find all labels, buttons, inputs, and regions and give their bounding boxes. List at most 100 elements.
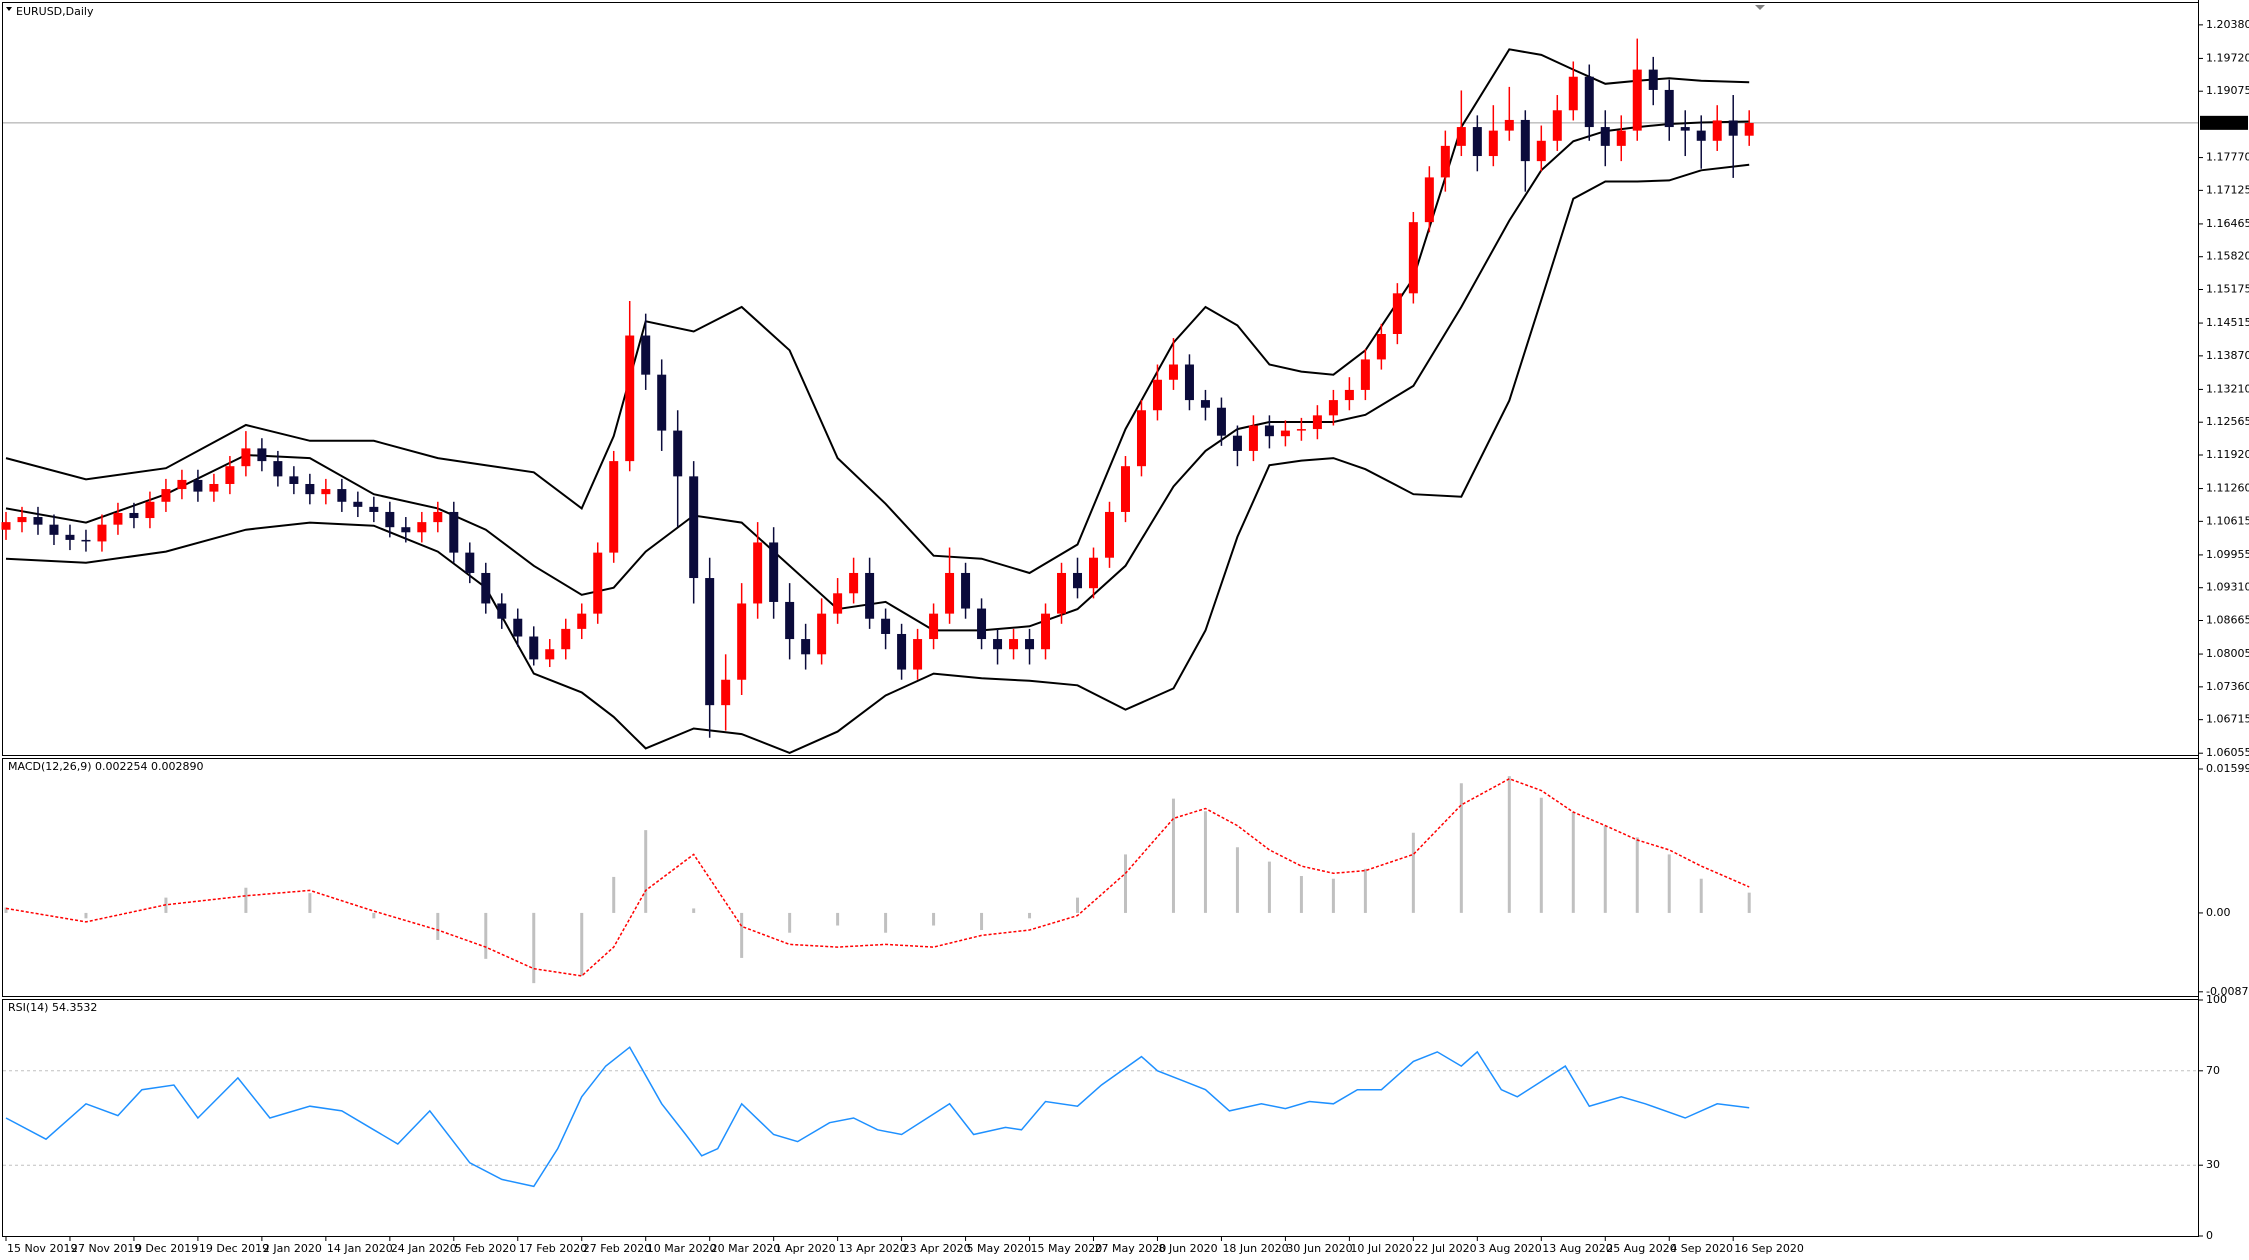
candle-body bbox=[689, 476, 699, 579]
x-tick-label: 27 Nov 2019 bbox=[71, 1242, 141, 1255]
candle-body bbox=[913, 639, 923, 670]
rsi-title: RSI(14) 54.3532 bbox=[8, 1001, 97, 1014]
candle-body bbox=[993, 639, 1003, 650]
candle-body bbox=[1200, 400, 1210, 408]
y-tick-label: 30 bbox=[2206, 1158, 2220, 1171]
candle-body bbox=[929, 613, 939, 640]
candle-body bbox=[193, 479, 203, 492]
y-tick-label: 1.08005 bbox=[2206, 647, 2249, 660]
candle-body bbox=[1057, 572, 1067, 614]
candle-body bbox=[1584, 76, 1594, 128]
candle-body bbox=[273, 461, 283, 477]
candle-body bbox=[1504, 119, 1514, 131]
candle-body bbox=[177, 479, 187, 490]
candle-body bbox=[529, 636, 539, 660]
candle-body bbox=[897, 633, 907, 670]
y-tick-label: 1.17125 bbox=[2206, 183, 2249, 196]
candle-body bbox=[1296, 429, 1306, 431]
candle-body bbox=[289, 476, 299, 484]
candle-body bbox=[833, 593, 843, 614]
candle-body bbox=[241, 448, 251, 467]
y-tick-label: 1.15175 bbox=[2206, 283, 2249, 296]
y-tick-label: 0.00 bbox=[2206, 906, 2231, 919]
x-tick-label: 4 Sep 2020 bbox=[1670, 1242, 1733, 1255]
candle-body bbox=[433, 511, 443, 523]
menu-arrow[interactable] bbox=[6, 7, 12, 11]
candle-body bbox=[1632, 69, 1642, 131]
candle-body bbox=[129, 512, 139, 519]
candle-body bbox=[1184, 364, 1194, 401]
candle-body bbox=[145, 501, 155, 519]
x-tick-label: 13 Apr 2020 bbox=[839, 1242, 907, 1255]
x-tick-label: 8 Jun 2020 bbox=[1158, 1242, 1217, 1255]
candle-body bbox=[1568, 76, 1578, 111]
shift-marker[interactable] bbox=[1755, 5, 1765, 10]
y-tick-label: 1.19075 bbox=[2206, 84, 2249, 97]
candle-body bbox=[1440, 145, 1450, 178]
y-tick-label: 1.07360 bbox=[2206, 680, 2249, 693]
candle-body bbox=[545, 649, 555, 660]
candle-body bbox=[721, 679, 731, 706]
candle-body bbox=[81, 539, 91, 542]
candle-body bbox=[1648, 69, 1658, 90]
x-tick-label: 23 Apr 2020 bbox=[903, 1242, 971, 1255]
candle-body bbox=[369, 506, 379, 512]
x-tick-label: 18 Jun 2020 bbox=[1222, 1242, 1288, 1255]
x-tick-label: 15 May 2020 bbox=[1031, 1242, 1103, 1255]
bollinger-band bbox=[5, 163, 1750, 754]
candle-body bbox=[865, 572, 875, 619]
candle-body bbox=[1328, 400, 1338, 416]
candle-body bbox=[1248, 425, 1258, 451]
y-tick-label: 1.13210 bbox=[2206, 382, 2249, 395]
candle-body bbox=[1600, 127, 1610, 146]
y-tick-label: 1.19720 bbox=[2206, 51, 2249, 64]
candle-body bbox=[1216, 407, 1226, 436]
x-tick-label: 22 Jul 2020 bbox=[1414, 1242, 1476, 1255]
candle-body bbox=[225, 466, 235, 484]
y-tick-label: 1.16465 bbox=[2206, 217, 2249, 230]
candle-body bbox=[97, 524, 107, 542]
candle-body bbox=[1680, 127, 1690, 131]
candle-body bbox=[1264, 425, 1274, 437]
candle-body bbox=[1472, 127, 1482, 157]
x-tick-label: 3 Aug 2020 bbox=[1478, 1242, 1541, 1255]
candle-body bbox=[609, 461, 619, 553]
x-tick-label: 30 Jun 2020 bbox=[1286, 1242, 1352, 1255]
candle-body bbox=[961, 572, 971, 609]
candle-body bbox=[417, 522, 427, 533]
candle-body bbox=[673, 430, 683, 477]
x-tick-label: 5 Feb 2020 bbox=[455, 1242, 516, 1255]
candle-body bbox=[1536, 140, 1546, 162]
candle-body bbox=[465, 552, 475, 573]
candle-body bbox=[1104, 511, 1114, 558]
candle-body bbox=[1424, 177, 1434, 223]
candle-body bbox=[401, 527, 411, 533]
candle-body bbox=[817, 613, 827, 655]
y-tick-label: -0.008763 bbox=[2206, 985, 2249, 998]
candle-body bbox=[65, 534, 75, 540]
candle-body bbox=[1520, 119, 1530, 162]
candle-body bbox=[1360, 359, 1370, 390]
candle-body bbox=[1312, 415, 1322, 430]
candle-body bbox=[1025, 639, 1035, 650]
candle-body bbox=[577, 613, 587, 629]
bollinger-band bbox=[5, 48, 1750, 575]
x-tick-label: 25 Aug 2020 bbox=[1606, 1242, 1676, 1255]
x-tick-label: 2 Jan 2020 bbox=[263, 1242, 322, 1255]
candle-body bbox=[497, 603, 507, 619]
candle-body bbox=[17, 517, 27, 523]
candle-body bbox=[1616, 130, 1626, 146]
candle-body bbox=[881, 618, 891, 634]
y-tick-label: 70 bbox=[2206, 1064, 2220, 1077]
candle-body bbox=[1552, 110, 1562, 141]
candle-body bbox=[1376, 333, 1386, 360]
y-tick-label: 1.09955 bbox=[2206, 548, 2249, 561]
candle-body bbox=[1168, 364, 1178, 380]
candle-body bbox=[977, 608, 987, 640]
candle-body bbox=[321, 489, 331, 495]
x-tick-label: 14 Jan 2020 bbox=[327, 1242, 393, 1255]
y-tick-label: 1.09310 bbox=[2206, 581, 2249, 594]
y-tick-label: 0.01599 bbox=[2206, 762, 2249, 775]
candle-body bbox=[593, 552, 603, 614]
